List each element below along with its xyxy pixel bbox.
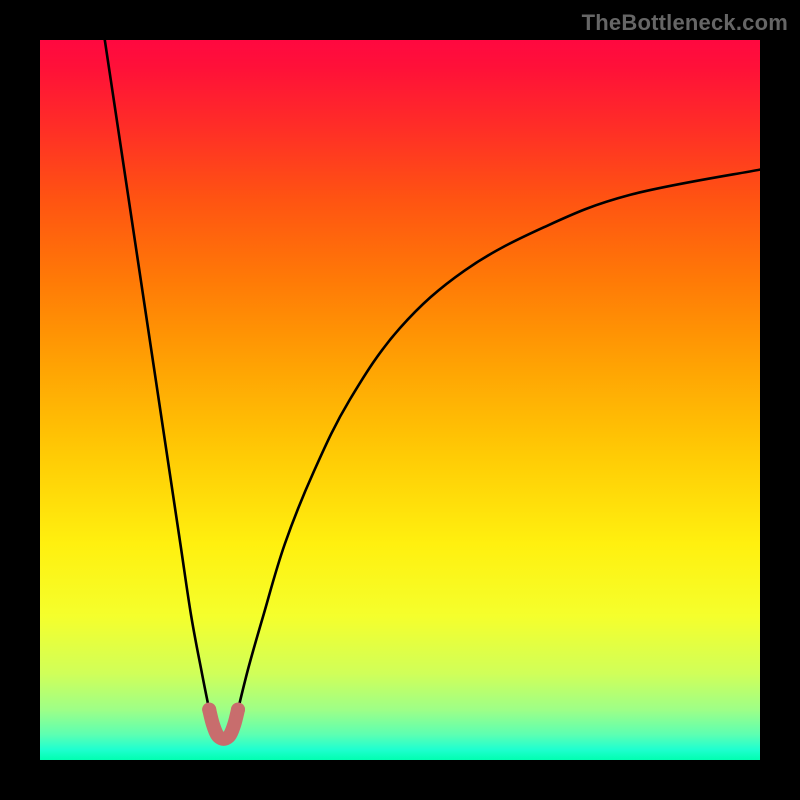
chart-svg xyxy=(40,40,760,760)
dip-endcap-right xyxy=(231,703,245,717)
bottleneck-chart: TheBottleneck.com xyxy=(0,0,800,800)
gradient-background xyxy=(40,40,760,760)
plot-area xyxy=(40,40,760,760)
attribution-label: TheBottleneck.com xyxy=(582,10,788,36)
dip-endcap-left xyxy=(202,703,216,717)
